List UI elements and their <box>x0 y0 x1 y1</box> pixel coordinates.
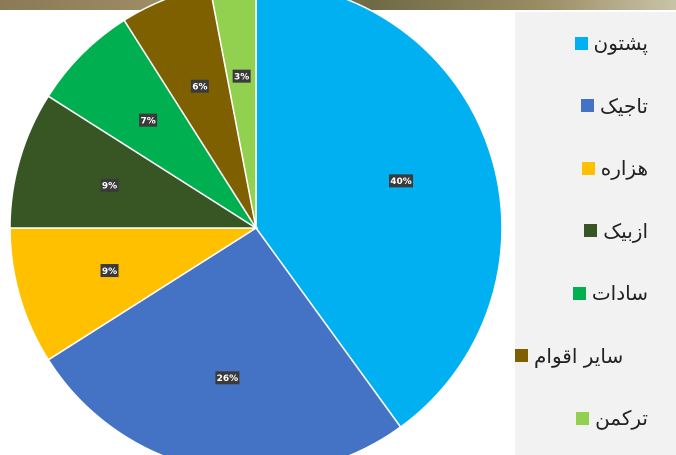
legend-swatch <box>581 161 595 175</box>
pie-slices <box>9 0 503 455</box>
pie-data-label-1: 26% <box>215 371 240 385</box>
pie-data-label-bg-4 <box>139 113 158 127</box>
legend-swatch <box>574 36 588 50</box>
pie-data-label-text-4: 7% <box>141 116 156 126</box>
pie-data-label-text-6: 3% <box>234 72 249 82</box>
pie-data-label-bg-3 <box>100 178 119 192</box>
legend-swatch <box>576 411 590 425</box>
pie-data-label-6: 3% <box>232 69 251 83</box>
legend-item-2: هزاره <box>581 151 648 185</box>
pie-data-label-bg-0 <box>389 174 414 188</box>
legend-label: ترکمن <box>595 406 648 430</box>
legend-swatch <box>584 224 598 237</box>
legend-swatch <box>572 286 586 300</box>
pie-data-label-4: 7% <box>139 113 158 127</box>
legend-label: سادات <box>591 281 648 305</box>
pie-data-labels: 40% 26% 9% 9% 7% 6% 3% <box>100 69 414 385</box>
legend-label: پشتون <box>593 31 648 55</box>
legend-item-3: ازبیک <box>584 214 648 248</box>
pie-data-label-text-5: 6% <box>192 82 207 92</box>
pie-slice-1 <box>47 226 402 455</box>
legend-item-6: ترکمن <box>576 401 648 435</box>
legend-item-5: سایر اقوام <box>515 339 623 373</box>
legend-item-4: سادات <box>572 276 648 310</box>
pie-slice-0 <box>255 0 503 429</box>
pie-slice-2 <box>9 227 259 361</box>
pie-data-label-text-1: 26% <box>217 374 239 384</box>
pie-data-label-bg-6 <box>232 69 251 83</box>
pie-data-label-text-0: 40% <box>390 177 412 187</box>
pie-data-label-text-3: 9% <box>102 182 117 192</box>
pie-data-label-3: 9% <box>100 178 119 192</box>
legend-swatch <box>581 99 595 112</box>
pie-data-label-2: 9% <box>100 264 119 278</box>
pie-data-label-bg-2 <box>100 264 119 278</box>
legend-label: تاجیک <box>600 93 648 118</box>
pie-data-label-0: 40% <box>389 174 414 188</box>
legend-swatch <box>515 349 528 362</box>
chart-legend: پشتون تاجیک هزاره ازبیک سادات سایر اقوام ترکمن <box>515 12 676 455</box>
pie-data-label-5: 6% <box>190 79 209 93</box>
legend-item-1: تاجیک <box>581 89 648 123</box>
pie-slice-6 <box>211 0 257 229</box>
pie-data-label-text-2: 9% <box>102 267 117 277</box>
pie-data-label-bg-5 <box>190 79 209 93</box>
legend-item-0: پشتون <box>574 26 648 60</box>
pie-slice-3 <box>9 95 259 229</box>
legend-label: ازبیک <box>603 218 648 243</box>
legend-label: سایر اقوام <box>534 343 624 368</box>
legend-label: هزاره <box>600 156 648 180</box>
pie-data-label-bg-1 <box>215 371 240 385</box>
